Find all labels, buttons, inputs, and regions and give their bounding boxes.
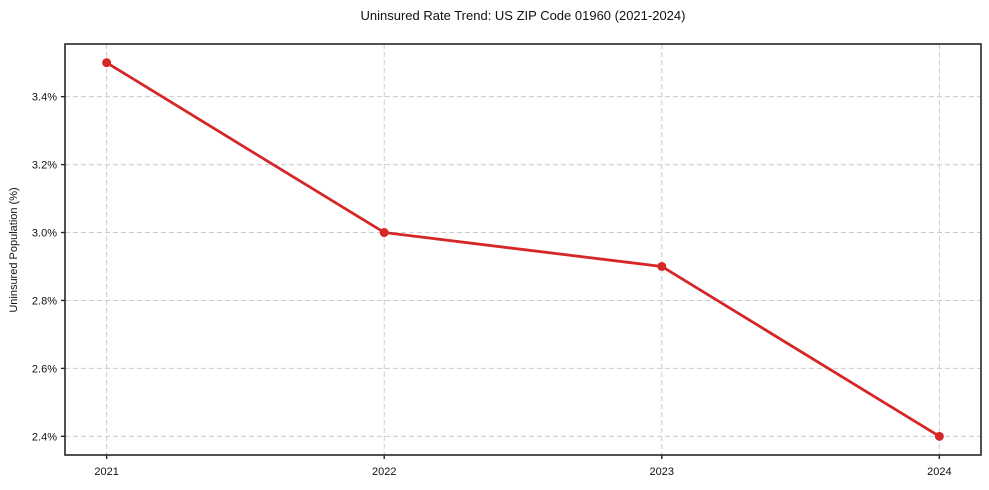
- y-tick-label: 2.6%: [32, 363, 57, 375]
- y-tick-label: 2.8%: [32, 295, 57, 307]
- y-tick-label: 2.4%: [32, 431, 57, 443]
- y-tick-label: 3.0%: [32, 228, 57, 240]
- y-tick-label: 3.2%: [32, 160, 57, 172]
- data-point-marker: [934, 431, 944, 441]
- trend-line: [105, 61, 941, 438]
- x-tick-label: 2023: [650, 466, 674, 478]
- data-point-marker: [657, 261, 667, 271]
- data-point-marker: [102, 58, 112, 68]
- y-tick-label: 3.4%: [32, 92, 57, 104]
- chart-title: Uninsured Rate Trend: US ZIP Code 01960 …: [360, 8, 686, 23]
- x-tick-label: 2021: [94, 466, 118, 478]
- data-point-marker: [379, 228, 389, 238]
- plot-border: [64, 43, 982, 456]
- x-tick-label: 2022: [372, 466, 396, 478]
- x-tick-label: 2024: [927, 466, 951, 478]
